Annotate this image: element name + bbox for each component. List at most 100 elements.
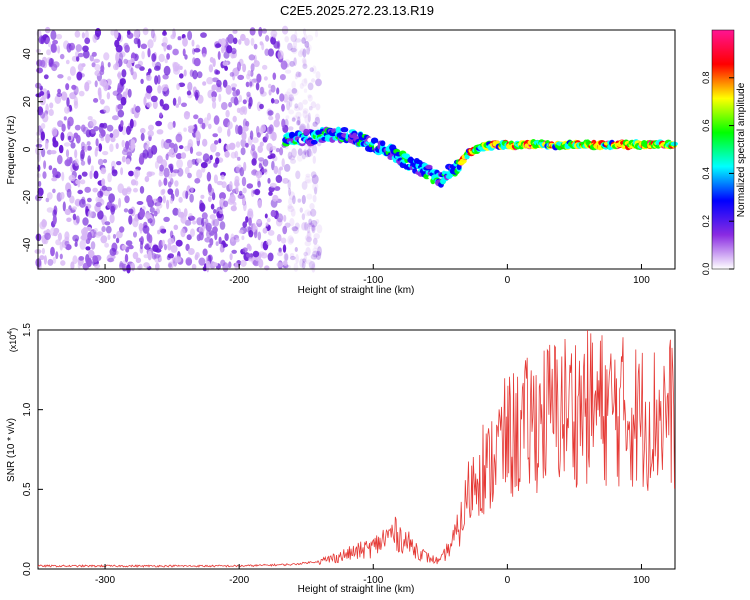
spectrogram-noise-cell <box>185 258 192 266</box>
spectrogram-noise-cell <box>283 93 289 103</box>
spectrogram-noise-cell <box>90 165 94 172</box>
spectrogram-noise-cell <box>126 125 131 135</box>
spectrogram-noise-cell <box>217 126 223 134</box>
spectrogram-noise-cell <box>161 104 166 110</box>
spectrogram-noise-cell <box>186 234 192 241</box>
spectrogram-noise-cell <box>237 125 243 135</box>
spectrogram-noise-cell <box>279 147 284 156</box>
spectrogram-noise-cell <box>247 70 252 77</box>
spectrogram-noise-cell <box>177 96 182 106</box>
spectrogram-noise-cell <box>312 247 318 253</box>
snr-x-tick-label: -200 <box>229 575 249 586</box>
spectrogram-noise-cell <box>229 72 235 77</box>
spectrogram-noise-cell <box>117 103 124 110</box>
spectrogram-noise-cell <box>86 145 92 151</box>
spectrogram-noise-cell <box>84 37 91 45</box>
spectrogram-noise-cell <box>230 233 235 242</box>
spectrogram-noise-cell <box>306 225 311 234</box>
spectrogram-noise-cell <box>142 225 150 234</box>
spectrogram-noise-cell <box>163 65 171 76</box>
spectrogram-noise-cell <box>304 221 309 231</box>
spectrogram-noise-cell <box>289 237 295 244</box>
spectrogram-noise-cell <box>273 41 280 49</box>
spectrogram-noise-cell <box>293 262 299 272</box>
spectrogram-noise-cell <box>39 255 45 261</box>
spectrogram-noise-cell <box>93 170 99 179</box>
spectrogram-noise-cell <box>161 188 166 194</box>
spectrogram-noise-cell <box>270 98 275 104</box>
spectrogram-noise-cell <box>301 213 306 221</box>
spectrogram-noise-cell <box>256 132 261 138</box>
spectrogram-noise-cell <box>183 208 188 218</box>
spectrogram-noise-cell <box>208 243 212 248</box>
spectrogram-noise-cell <box>118 197 122 208</box>
spectrogram-noise-cell <box>299 83 304 89</box>
spectrogram-noise-cell <box>64 231 70 241</box>
spectrogram-noise-cell <box>93 98 99 103</box>
spectrogram-noise-cell <box>136 201 144 205</box>
spectrogram-noise-cell <box>48 109 54 116</box>
spectrogram-noise-cell <box>142 149 149 159</box>
spectrogram-noise-cell <box>229 194 236 204</box>
spectrogram-noise-cell <box>290 158 297 164</box>
spectrogram-noise-cell <box>97 158 104 166</box>
spectrogram-noise-cell <box>206 77 214 85</box>
spectrogram-noise-cell <box>52 61 60 68</box>
spectrogram-noise-cell <box>163 216 170 222</box>
spectrogram-noise-cell <box>40 111 46 119</box>
spectrogram-noise-cell <box>259 86 264 95</box>
spectrogram-noise-cell <box>284 118 289 128</box>
spectrogram-noise-cell <box>52 167 58 176</box>
spectrogram-noise-cell <box>302 108 309 114</box>
spectrogram-noise-cell <box>149 207 155 213</box>
spectrogram-noise-cell <box>288 94 294 101</box>
spectrogram-noise-cell <box>235 237 240 243</box>
spectrogram-noise-cell <box>315 103 321 111</box>
spectrogram-noise-cell <box>147 218 153 224</box>
spectrogram-noise-cell <box>154 75 159 85</box>
colorbar-tick-label: 0.4 <box>701 167 711 180</box>
spectrogram-noise-cell <box>206 230 212 239</box>
spectrogram-noise-cell <box>311 263 316 273</box>
spectrogram-noise-cell <box>303 33 308 41</box>
spectrogram-noise-cell <box>304 240 312 247</box>
spectrogram-noise-cell <box>202 53 207 58</box>
spectrogram-noise-cell <box>80 179 86 185</box>
spectrogram-noise-cell <box>303 88 308 93</box>
spectrogram-noise-cell <box>306 236 312 243</box>
snr-y-ticks: 0.0 0.5 1.0 1.5 <box>22 323 43 576</box>
spectrogram-noise-cell <box>69 66 76 76</box>
spectrogram-noise-cell <box>110 205 115 215</box>
spectrogram-noise-cell <box>151 53 157 62</box>
spectrogram-noise-cell <box>74 124 81 131</box>
spectrogram-noise-cell <box>162 36 168 46</box>
spectrogram-noise-cell <box>125 158 131 165</box>
spectrogram-noise-cell <box>46 207 54 213</box>
spectrogram-noise-cell <box>66 97 70 108</box>
spectrogram-noise-cell <box>50 246 55 257</box>
spectrogram-noise-cell <box>183 69 187 77</box>
spectrogram-noise-cell <box>281 158 285 168</box>
spectrogram-noise-cell <box>75 44 83 52</box>
spectrogram-noise-cell <box>40 131 45 141</box>
spectrogram-noise-cell <box>270 209 276 218</box>
spectrogram-noise-cell <box>134 111 139 119</box>
spectrogram-noise-cell <box>260 124 267 133</box>
spectrogram-noise-cell <box>291 88 298 94</box>
spectrogram-noise-cell <box>287 179 291 190</box>
spectrogram-noise-cell <box>317 246 322 256</box>
spectrogram-noise-cell <box>250 37 255 46</box>
spectrogram-noise-cell <box>264 265 270 271</box>
spectrogram-noise-cell <box>125 240 133 247</box>
spectrogram-noise-cell <box>163 177 168 186</box>
colorbar-tick-label: 0.0 <box>701 263 711 276</box>
spectrogram-noise-cell <box>189 193 194 203</box>
spectrogram-noise-cell <box>245 216 249 223</box>
spectrogram-noise-cell <box>157 85 162 94</box>
spectrogram-y-tick-label: 0 <box>22 146 33 152</box>
spectrogram-noise-cell <box>189 146 194 154</box>
spectrogram-noise-cell <box>222 61 229 66</box>
spectrogram-noise-cell <box>142 27 149 36</box>
spectrogram-noise-cell <box>301 194 306 205</box>
spectrogram-noise-cell <box>309 67 314 73</box>
